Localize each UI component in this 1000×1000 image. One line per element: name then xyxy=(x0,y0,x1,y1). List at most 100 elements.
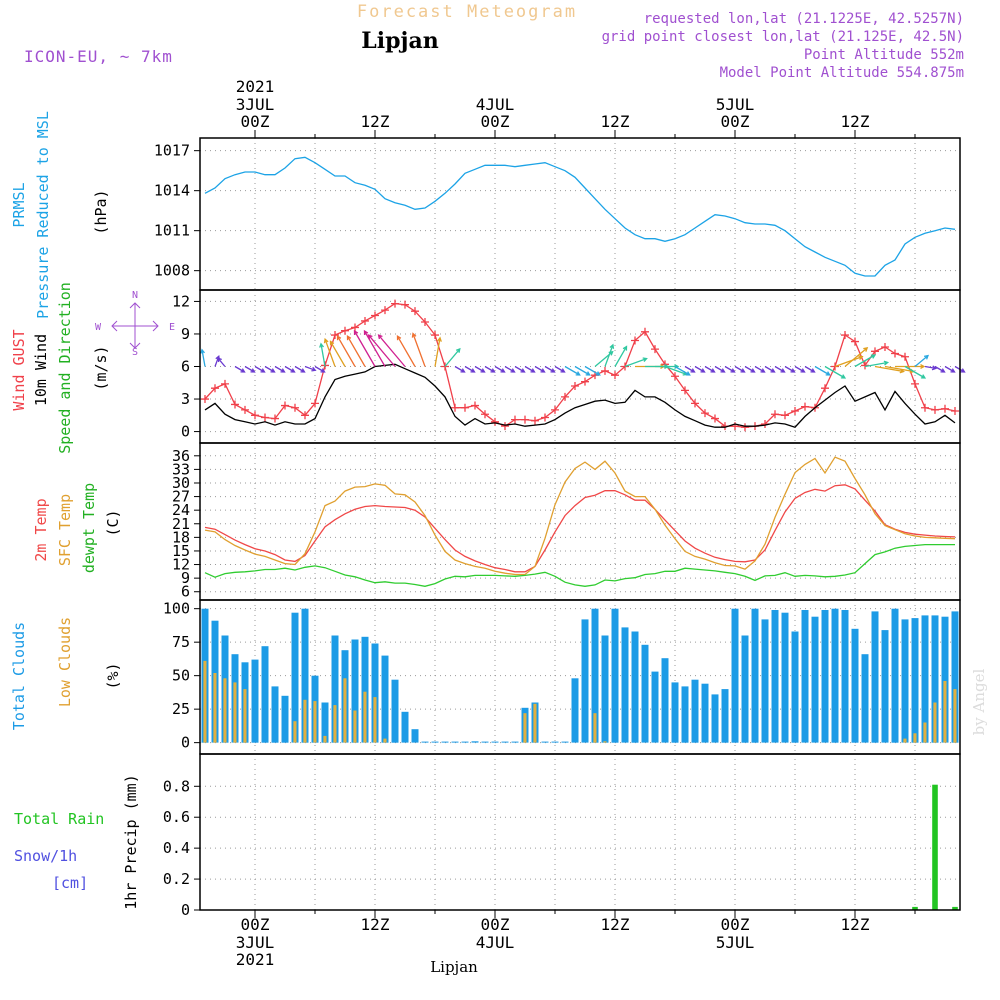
gust-point xyxy=(551,405,559,414)
wind-arrow xyxy=(534,365,546,373)
low-clouds-bar xyxy=(303,699,307,743)
dewpt-temp-line xyxy=(204,543,955,587)
temperature-ytick-label: 27 xyxy=(172,488,190,506)
gust-point xyxy=(781,411,789,420)
gust-point xyxy=(411,307,419,316)
precip-ytick-label: 0.8 xyxy=(163,777,190,795)
temp-2m-label: 2m Temp xyxy=(32,498,50,561)
wind-arrow xyxy=(784,365,796,373)
gust-point xyxy=(671,372,679,381)
bottom-hour-label: 12Z xyxy=(361,915,390,934)
total-clouds-bar xyxy=(461,741,469,743)
low-clouds-bar xyxy=(953,689,957,743)
total-clouds-bar xyxy=(621,627,629,743)
pressure-label-prmsl: PRMSL xyxy=(10,182,28,227)
total-clouds-label: Total Clouds xyxy=(10,622,28,730)
gust-point xyxy=(491,417,499,426)
gust-point xyxy=(391,299,399,308)
wind-ytick-label: 0 xyxy=(181,423,190,441)
temperature-ytick-label: 15 xyxy=(172,542,190,560)
wind-arrow xyxy=(754,365,766,373)
wind-arrow xyxy=(854,354,877,368)
total-clouds-bar xyxy=(571,678,579,743)
2m-temp-line xyxy=(204,484,956,573)
wind-arrow xyxy=(824,365,847,379)
total-clouds-bar xyxy=(871,611,879,743)
gust-point xyxy=(581,377,589,386)
total-clouds-bar xyxy=(611,608,619,743)
temperature-ytick-label: 9 xyxy=(181,569,190,587)
gust-point xyxy=(381,306,389,315)
gust-point xyxy=(201,395,209,404)
clouds-ytick-label: 75 xyxy=(172,633,190,651)
gust-point xyxy=(771,410,779,419)
wind-speed-dir-label: Speed and Direction xyxy=(56,282,74,454)
footer-station: Lipjan xyxy=(430,958,478,976)
gust-point xyxy=(561,392,569,401)
wind-arrow xyxy=(346,335,366,367)
top-year-label: 2021 xyxy=(236,77,275,96)
wind-ytick-label: 6 xyxy=(181,358,190,376)
compass-e: E xyxy=(169,322,175,333)
temp-sfc-label: SFC Temp xyxy=(56,494,74,566)
gust-point xyxy=(461,403,469,412)
wind-arrow xyxy=(544,365,556,373)
total-clouds-bar xyxy=(431,741,439,743)
wind-ytick-label: 3 xyxy=(181,390,190,408)
precip-ytick-label: 0.6 xyxy=(163,808,190,826)
wind-arrow xyxy=(200,348,206,367)
gust-point xyxy=(651,345,659,354)
total-clouds-bar xyxy=(781,612,789,743)
temp-unit: (C) xyxy=(104,509,122,536)
panels: 1008101110141017036912691215182124273033… xyxy=(154,137,966,919)
wind-unit: (m/s) xyxy=(92,345,110,390)
wind-arrow xyxy=(624,357,648,368)
wind-arrow xyxy=(284,365,296,373)
pressure-ytick-label: 1014 xyxy=(154,182,190,200)
wind-arrow xyxy=(464,365,476,373)
total-clouds-bar xyxy=(441,741,449,743)
precip-ytick-label: 0.4 xyxy=(163,839,190,857)
gust-point xyxy=(691,399,699,408)
gust-point xyxy=(421,318,429,327)
gust-point xyxy=(901,352,909,361)
precip-ytick-label: 0 xyxy=(181,901,190,919)
total-clouds-bar xyxy=(561,741,569,743)
temp-dewpt-label: dewpt Temp xyxy=(80,483,98,573)
low-clouds-bar xyxy=(213,673,217,743)
wind-arrow xyxy=(254,365,266,373)
low-clouds-bar xyxy=(913,733,917,743)
bottom-date-label: 3JUL xyxy=(236,933,275,952)
sfc-temp-line xyxy=(204,456,956,576)
wind-arrow xyxy=(584,365,601,376)
compass-s: S xyxy=(132,347,138,358)
total-clouds-bar xyxy=(541,741,549,743)
wind-arrow xyxy=(804,365,816,373)
wind-arrow xyxy=(264,365,276,373)
gust-point xyxy=(261,413,269,422)
wind-arrow xyxy=(244,365,256,373)
wind-arrow xyxy=(353,329,376,367)
total-clouds-bar xyxy=(361,636,369,743)
gust-point xyxy=(341,326,349,335)
gust-point xyxy=(371,311,379,320)
compass-n: N xyxy=(132,290,138,301)
wind-arrow xyxy=(674,365,691,376)
total-clouds-bar xyxy=(911,618,919,743)
wind-arrow xyxy=(684,365,696,373)
total-rain-label: Total Rain xyxy=(14,810,104,828)
precip-panel: 0 0.2 0.4 0.6 0.8 xyxy=(163,753,961,919)
top-hour-label: 12Z xyxy=(361,112,390,131)
gust-point xyxy=(701,409,709,418)
wind-arrow xyxy=(604,343,615,367)
clouds-unit: (%) xyxy=(104,662,122,689)
total-clouds-bar xyxy=(921,615,929,743)
total-clouds-bar xyxy=(801,610,809,743)
gust-point xyxy=(931,405,939,414)
gust-point xyxy=(281,401,289,410)
gust-point xyxy=(471,401,479,410)
total-clouds-bar xyxy=(681,686,689,743)
wind-arrow xyxy=(774,365,786,373)
gust-point xyxy=(891,349,899,358)
